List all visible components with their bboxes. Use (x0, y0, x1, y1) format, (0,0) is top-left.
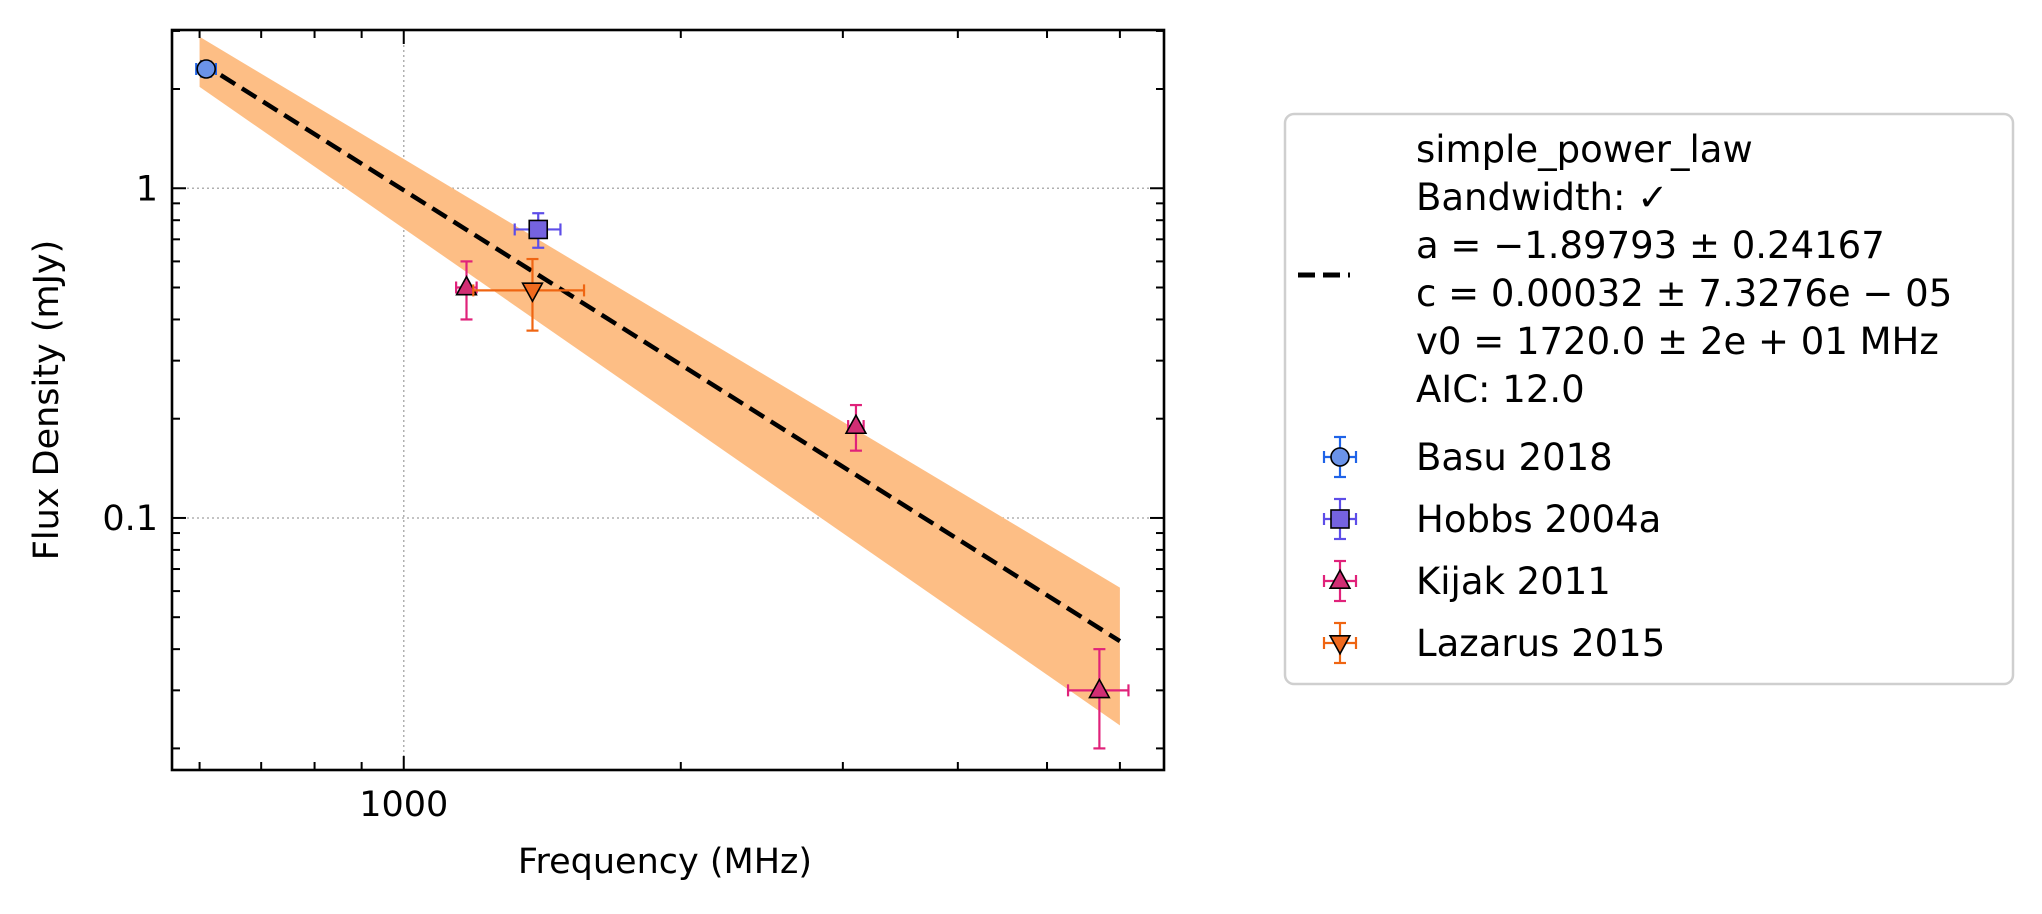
marker-triangle-down (1328, 634, 1352, 656)
fit-uncertainty-band (199, 36, 1120, 726)
legend-series-label: Kijak 2011 (1416, 560, 1611, 603)
legend-fit-param-a: a = −1.89793 ± 0.24167 (1416, 224, 1885, 267)
axis-ticks: 1000 1 0.1 (102, 29, 1164, 825)
data-points-group (195, 59, 1130, 750)
legend: simple_power_law Bandwidth: ✓ a = −1.897… (1283, 112, 2015, 686)
legend-frame (1283, 112, 2015, 686)
data-point (844, 403, 868, 452)
x-axis-label: Frequency (MHz) (518, 842, 812, 882)
legend-fit-param-v0: v0 = 1720.0 ± 2e + 01 MHz (1416, 320, 1939, 363)
fit-band-group (199, 36, 1120, 726)
series-basu-2018 (195, 59, 217, 79)
data-point (472, 257, 586, 332)
legend-fit-param-c: c = 0.00032 ± 7.3276e − 05 (1416, 272, 1952, 315)
series-hobbs-2004a (513, 212, 562, 249)
x-tick-label: 1000 (359, 785, 448, 825)
data-point (513, 212, 562, 249)
marker-circle (1330, 447, 1350, 467)
y-tick-label: 0.1 (102, 499, 158, 539)
legend-entry-kijak-2011: Kijak 2011 (1322, 559, 1611, 603)
fit-line (198, 59, 1122, 644)
marker-triangle-up (1088, 677, 1111, 699)
marker-triangle-up (1328, 568, 1352, 590)
series-lazarus-2015 (472, 257, 586, 332)
legend-fit-bandwidth: Bandwidth: ✓ (1416, 176, 1668, 219)
legend-series-label: Hobbs 2004a (1416, 498, 1661, 541)
legend-entry-lazarus-2015: Lazarus 2015 (1322, 621, 1665, 665)
legend-fit-model: simple_power_law (1416, 128, 1753, 171)
marker-square (528, 219, 549, 240)
legend-entry-basu-2018: Basu 2018 (1322, 435, 1613, 479)
marker-triangle-up (844, 413, 868, 435)
data-point (195, 59, 217, 79)
data-point (1066, 648, 1130, 750)
legend-series-label: Lazarus 2015 (1416, 622, 1665, 665)
data-point (455, 260, 478, 321)
marker-circle (196, 59, 216, 79)
plot-frame (170, 28, 1166, 772)
marker-triangle-up (455, 275, 478, 296)
series-kijak-2011 (455, 260, 1130, 750)
marker-triangle-down (521, 282, 544, 303)
legend-fit-aic: AIC: 12.0 (1416, 368, 1585, 411)
legend-series-label: Basu 2018 (1416, 436, 1613, 479)
y-tick-label: 1 (136, 169, 158, 209)
y-axis-label: Flux Density (mJy) (27, 240, 67, 561)
fit-line-group (198, 59, 1122, 644)
legend-entry-hobbs-2004a: Hobbs 2004a (1322, 497, 1661, 541)
marker-square (1330, 509, 1350, 529)
